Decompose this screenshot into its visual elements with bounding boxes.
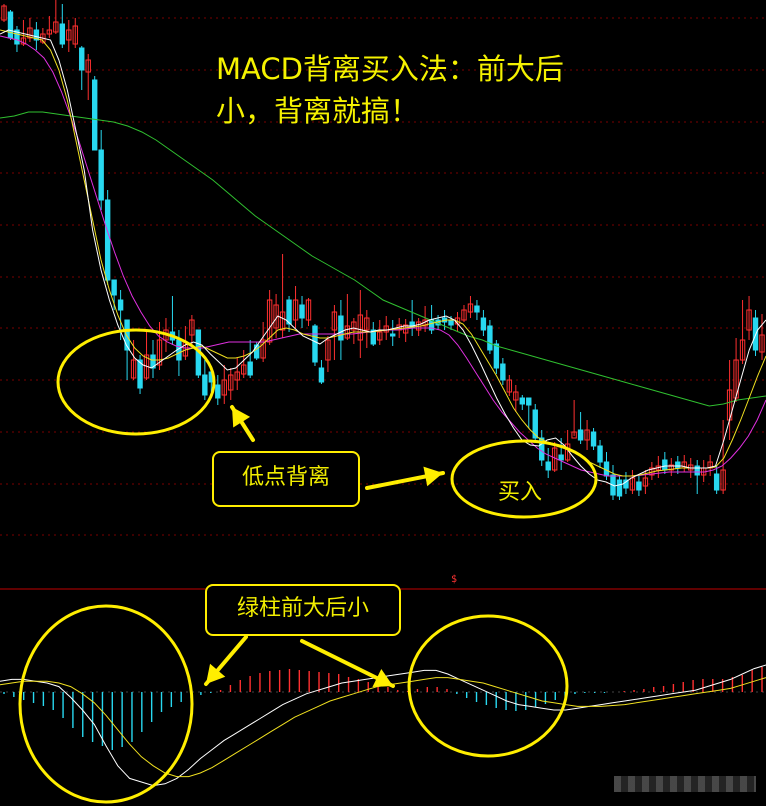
candle-body-69 bbox=[449, 320, 453, 325]
candle-body-14 bbox=[93, 80, 97, 150]
candle-body-38 bbox=[248, 362, 252, 375]
candle-body-89 bbox=[578, 430, 582, 440]
macd-left-ellipse bbox=[20, 606, 192, 802]
candle-body-92 bbox=[598, 446, 602, 462]
watermark bbox=[614, 776, 756, 792]
candle-body-18 bbox=[118, 300, 122, 310]
candle-body-74 bbox=[481, 318, 485, 330]
ma60-line bbox=[0, 112, 766, 406]
green-bars-box: 绿柱前大后小 bbox=[205, 584, 401, 636]
candle-body-102 bbox=[663, 460, 667, 470]
low-point-ellipse bbox=[58, 330, 214, 434]
candle-body-17 bbox=[112, 280, 116, 295]
candle-body-73 bbox=[475, 306, 479, 312]
candle-body-15 bbox=[99, 150, 103, 200]
candle-body-107 bbox=[695, 466, 699, 475]
buy-label: 买入 bbox=[498, 474, 542, 506]
arrow-to-buy-head bbox=[423, 467, 443, 487]
candle-body-52 bbox=[339, 316, 343, 340]
low-divergence-box: 低点背离 bbox=[212, 451, 360, 507]
candle-body-110 bbox=[714, 474, 718, 490]
candle-body-75 bbox=[488, 326, 492, 350]
candle-body-46 bbox=[300, 305, 304, 318]
candle-body-49 bbox=[319, 368, 323, 382]
candle-body-104 bbox=[676, 462, 680, 468]
candle-body-33 bbox=[216, 385, 220, 398]
price-marker: $ bbox=[451, 574, 457, 585]
candle-body-48 bbox=[313, 326, 317, 362]
candle-body-91 bbox=[591, 432, 595, 446]
candle-body-80 bbox=[520, 398, 524, 404]
candle-body-81 bbox=[527, 398, 531, 405]
candle-body-95 bbox=[617, 480, 621, 496]
candle-body-16 bbox=[105, 200, 109, 280]
candle-body-31 bbox=[203, 375, 207, 395]
candle-body-9 bbox=[60, 24, 64, 44]
candle-body-86 bbox=[559, 455, 563, 460]
candle-body-60 bbox=[391, 334, 395, 336]
candle-body-39 bbox=[254, 345, 258, 358]
macd-right-ellipse bbox=[409, 616, 567, 756]
candle-body-1 bbox=[8, 12, 12, 38]
candle-body-12 bbox=[80, 48, 84, 70]
candle-body-76 bbox=[494, 344, 498, 368]
candle-body-77 bbox=[501, 364, 505, 380]
candle-body-44 bbox=[287, 300, 291, 324]
headline: MACD背离买入法：前大后小，背离就搞！ bbox=[216, 48, 576, 132]
candle-body-98 bbox=[637, 482, 641, 490]
candle-body-84 bbox=[546, 462, 550, 470]
